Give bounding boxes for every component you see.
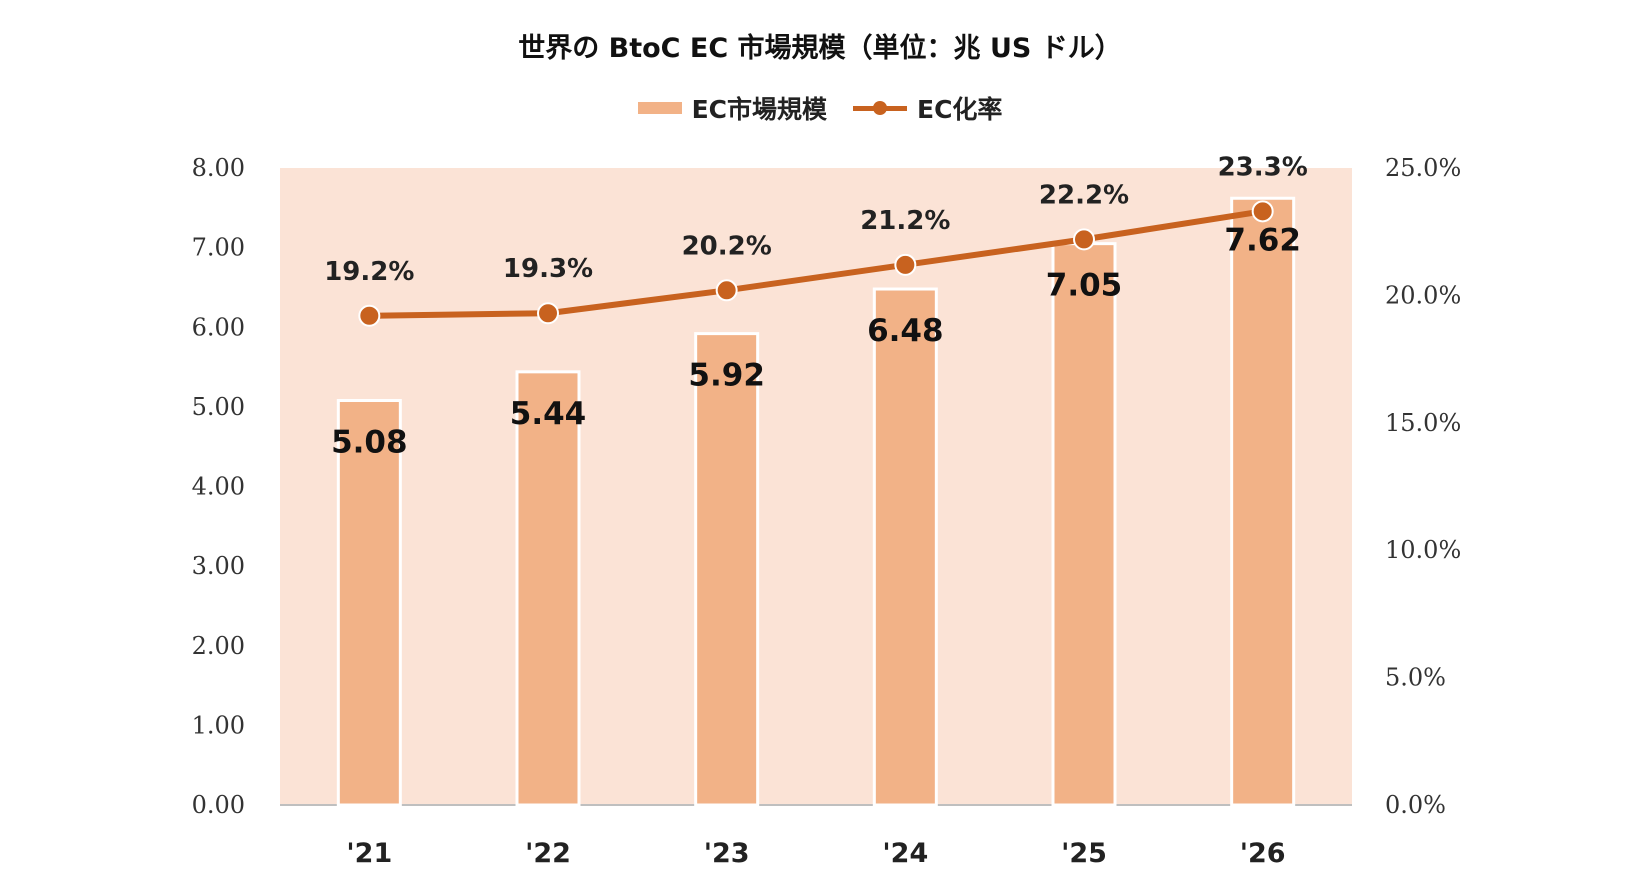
line-data-label: 21.2%	[860, 206, 950, 236]
y-left-tick-label: 8.00	[192, 154, 245, 182]
y-left-tick-label: 1.00	[192, 711, 245, 739]
line-data-label: 20.2%	[682, 231, 772, 261]
x-tick-label: '25	[1061, 838, 1107, 869]
plot-background	[280, 168, 1352, 805]
bar	[336, 399, 402, 807]
legend-item-bar: EC市場規模	[637, 90, 827, 126]
y-left-tick-label: 6.00	[192, 313, 245, 341]
x-tick-label: '26	[1240, 838, 1286, 869]
legend-item-line: EC化率	[853, 90, 1002, 126]
bar	[872, 287, 938, 807]
bar-data-label: 5.92	[688, 358, 765, 394]
y-left-tick-label: 7.00	[192, 234, 245, 262]
y-right-tick-label: 15.0%	[1385, 409, 1461, 437]
y-left-tick-label: 3.00	[192, 552, 245, 580]
bar-data-label: 6.48	[867, 313, 944, 349]
line-point	[537, 302, 559, 325]
legend-line-label: EC化率	[917, 95, 1003, 124]
y-right-tick-label: 20.0%	[1385, 281, 1461, 309]
bar	[1230, 196, 1296, 807]
line-data-label: 19.3%	[503, 254, 593, 284]
bar-data-label: 5.08	[331, 425, 408, 461]
bar-data-label: 5.44	[510, 396, 587, 432]
line-point	[715, 279, 738, 302]
line-data-label: 23.3%	[1218, 152, 1308, 182]
bar-data-label: 7.05	[1046, 268, 1123, 304]
y-right-tick-label: 10.0%	[1385, 536, 1461, 564]
line-data-label: 22.2%	[1039, 180, 1129, 210]
chart-title: 世界の BtoC EC 市場規模（単位：兆 US ドル）	[518, 33, 1122, 64]
legend-line-swatch-icon	[853, 98, 907, 118]
y-left-tick-label: 4.00	[192, 473, 245, 501]
y-right-tick-label: 0.0%	[1385, 791, 1446, 819]
line-series-ec-rate	[369, 208, 1264, 319]
x-tick-label: '24	[882, 838, 928, 869]
bar	[1051, 242, 1117, 807]
line-point	[1251, 200, 1274, 223]
line-data-label: 19.2%	[324, 257, 414, 287]
legend-bar-swatch-icon	[637, 102, 682, 114]
bar	[515, 370, 581, 807]
x-tick-label: '23	[704, 838, 750, 869]
legend: EC市場規模 EC化率	[0, 90, 1640, 126]
y-right-tick-label: 25.0%	[1385, 154, 1461, 182]
line-point	[894, 253, 917, 276]
x-tick-label: '21	[346, 838, 392, 869]
line-point	[1073, 228, 1095, 251]
bar-data-label: 7.62	[1224, 222, 1301, 258]
x-tick-label: '22	[525, 838, 571, 869]
line-point	[358, 304, 381, 327]
y-left-tick-label: 0.00	[192, 791, 245, 819]
legend-bar-label: EC市場規模	[691, 95, 827, 124]
y-left-tick-label: 2.00	[192, 632, 245, 660]
y-right-tick-label: 5.0%	[1385, 664, 1446, 692]
bar	[694, 332, 760, 807]
y-left-tick-label: 5.00	[192, 393, 245, 421]
